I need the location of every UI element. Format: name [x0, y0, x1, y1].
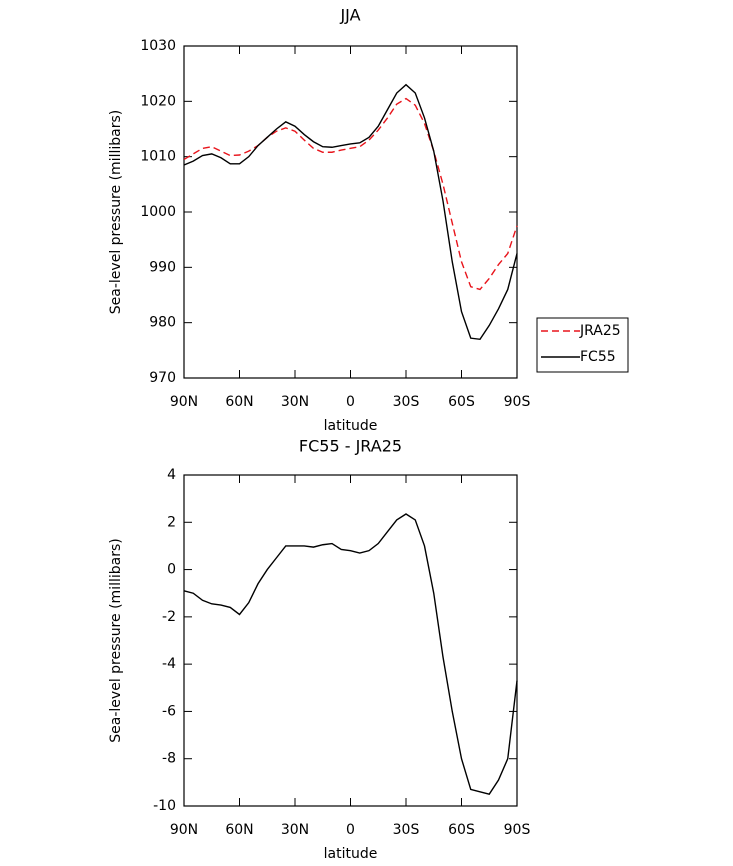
data-line [183, 97, 518, 291]
chart-title: JJA [339, 6, 360, 25]
y-axis-label: Sea-level pressure (millibars) [108, 538, 124, 742]
x-tick-label: 0 [346, 822, 355, 838]
y-tick-label: -10 [153, 798, 176, 814]
plot-frame [183, 474, 518, 807]
x-tick-label: 30N [281, 394, 309, 410]
x-tick-label: 90N [170, 822, 198, 838]
y-tick-label: 1000 [140, 204, 176, 220]
x-axis-label: latitude [324, 846, 378, 862]
legend-label: FC55 [580, 349, 616, 365]
y-tick-label: 1010 [140, 149, 176, 165]
y-tick-label: 2 [167, 514, 176, 530]
x-axis-label: latitude [324, 418, 378, 434]
x-tick-label: 60N [225, 394, 253, 410]
x-tick-label: 30S [393, 394, 420, 410]
data-line [183, 83, 518, 341]
x-tick-label: 30S [393, 822, 420, 838]
y-tick-label: 1030 [140, 38, 176, 54]
y-tick-label: -6 [162, 703, 176, 719]
y-tick-label: 990 [149, 259, 176, 275]
legend-label: JRA25 [579, 323, 621, 339]
x-tick-label: 90N [170, 394, 198, 410]
data-line [183, 513, 518, 795]
y-tick-label: 4 [167, 467, 176, 483]
x-tick-label: 30N [281, 822, 309, 838]
x-tick-label: 60S [448, 394, 475, 410]
y-axis-label: Sea-level pressure (millibars) [108, 110, 124, 314]
x-tick-label: 90S [504, 822, 531, 838]
y-tick-label: 980 [149, 315, 176, 331]
x-tick-label: 0 [346, 394, 355, 410]
y-tick-label: -8 [162, 751, 176, 767]
y-tick-label: 0 [167, 562, 176, 578]
legend: JRA25 FC55 [536, 317, 629, 373]
y-tick-label: 970 [149, 370, 176, 386]
plot-frame [183, 45, 518, 379]
y-tick-label: 1020 [140, 93, 176, 109]
x-tick-label: 90S [504, 394, 531, 410]
x-tick-label: 60N [225, 822, 253, 838]
y-tick-label: -4 [162, 656, 176, 672]
chart-title: FC55 - JRA25 [299, 437, 402, 456]
y-tick-label: -2 [162, 609, 176, 625]
x-tick-label: 60S [448, 822, 475, 838]
legend-box [536, 317, 629, 373]
